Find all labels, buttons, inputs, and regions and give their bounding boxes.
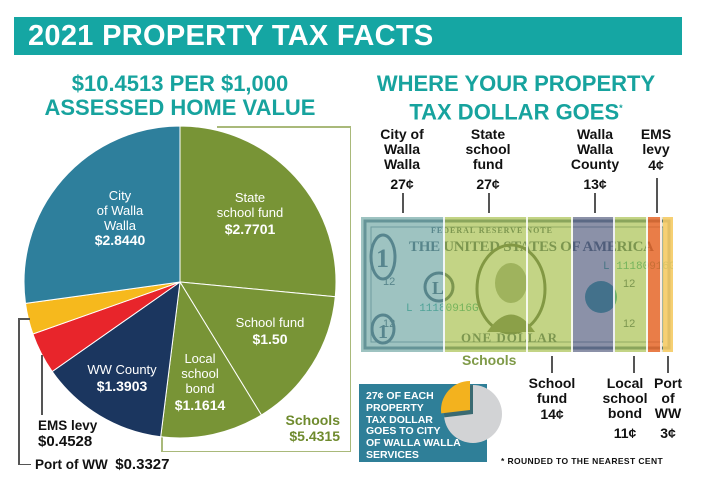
bill-label-ems-levy: EMS levy 4¢	[640, 126, 672, 173]
bill-label-city: City of Walla Walla 27¢	[380, 126, 424, 192]
ems-leader-line	[41, 355, 43, 415]
schools-bracket-right	[349, 126, 351, 452]
dollar-heading-line2: TAX DOLLAR GOES	[409, 99, 620, 125]
schools-label-bill: Schools	[462, 352, 517, 368]
tick-local-bond	[633, 356, 635, 373]
title-banner: 2021 PROPERTY TAX FACTS	[14, 17, 682, 55]
page-title: 2021 PROPERTY TAX FACTS	[28, 20, 434, 52]
bill-segment-ems	[648, 217, 662, 352]
port-leader-top	[18, 318, 30, 320]
tick-port	[667, 356, 669, 373]
tick-state	[488, 193, 490, 213]
bill-segment-state-school-fund	[445, 217, 528, 352]
slice-state-school-fund	[179, 125, 337, 298]
label-ems-levy: EMS levy $0.4528	[38, 418, 98, 450]
tick-city	[402, 193, 404, 213]
label-school-fund: School fund $1.50	[235, 315, 305, 347]
dollar-heading-line1: WHERE YOUR PROPERTY	[376, 71, 656, 96]
port-leader-bottom	[18, 463, 31, 465]
dollar-heading: WHERE YOUR PROPERTY TAX DOLLAR GOES*	[362, 72, 670, 124]
tick-ems	[656, 178, 658, 213]
label-port-of-ww: Port of WW $0.3327	[35, 456, 170, 473]
label-city: City of Walla Walla $2.8440	[94, 188, 146, 248]
schools-bracket-top	[217, 126, 351, 128]
pie-heading-line1: $10.4513 PER $1,000	[71, 71, 289, 96]
pie-chart	[23, 125, 337, 439]
port-leader-line	[18, 318, 20, 465]
pie-heading-line2: ASSESSED HOME VALUE	[44, 95, 316, 120]
schools-total: Schools $5.4315	[285, 412, 340, 444]
bill-segment-county	[573, 217, 615, 352]
bill-label-port-of-ww: Port of WW 3¢	[654, 375, 682, 441]
bill-segment-school-fund	[528, 217, 573, 352]
label-ww-county: WW County $1.3903	[87, 362, 157, 394]
dollar-bill-graphic: 1 1 THE UNITED STATES OF AMERICA FEDERAL…	[361, 217, 673, 352]
tick-school-fund	[551, 356, 553, 373]
slice-school-fund	[179, 281, 336, 416]
slice-local-school-bond	[160, 280, 263, 439]
schools-bracket-left	[161, 430, 163, 452]
asterisk: *	[619, 103, 623, 113]
pie-heading: $10.4513 PER $1,000 ASSESSED HOME VALUE	[20, 72, 340, 120]
schools-bracket-bottom	[161, 450, 351, 452]
label-state-school-fund: State school fund $2.7701	[216, 190, 284, 237]
bill-label-state-school-fund: State school fund 27¢	[465, 126, 511, 192]
footnote: * ROUNDED TO THE NEAREST CENT	[501, 456, 664, 466]
bill-segment-city	[361, 217, 445, 352]
bill-segment-port	[663, 217, 673, 352]
tick-county	[594, 193, 596, 213]
callout-text: 27¢ OF EACH PROPERTY TAX DOLLAR GOES TO …	[366, 390, 461, 461]
mini-pie-chart	[441, 381, 502, 443]
label-local-school-bond: Local school bond $1.1614	[174, 351, 226, 413]
bill-label-local-school-bond: Local school bond 11¢	[602, 375, 648, 441]
slice-ww-county	[51, 280, 181, 438]
bill-label-ww-county: Walla Walla County 13¢	[570, 126, 620, 192]
slice-city-of-walla-walla	[23, 125, 181, 304]
bill-label-school-fund: School fund 14¢	[528, 375, 576, 422]
bill-segment-local-school-bond	[615, 217, 648, 352]
